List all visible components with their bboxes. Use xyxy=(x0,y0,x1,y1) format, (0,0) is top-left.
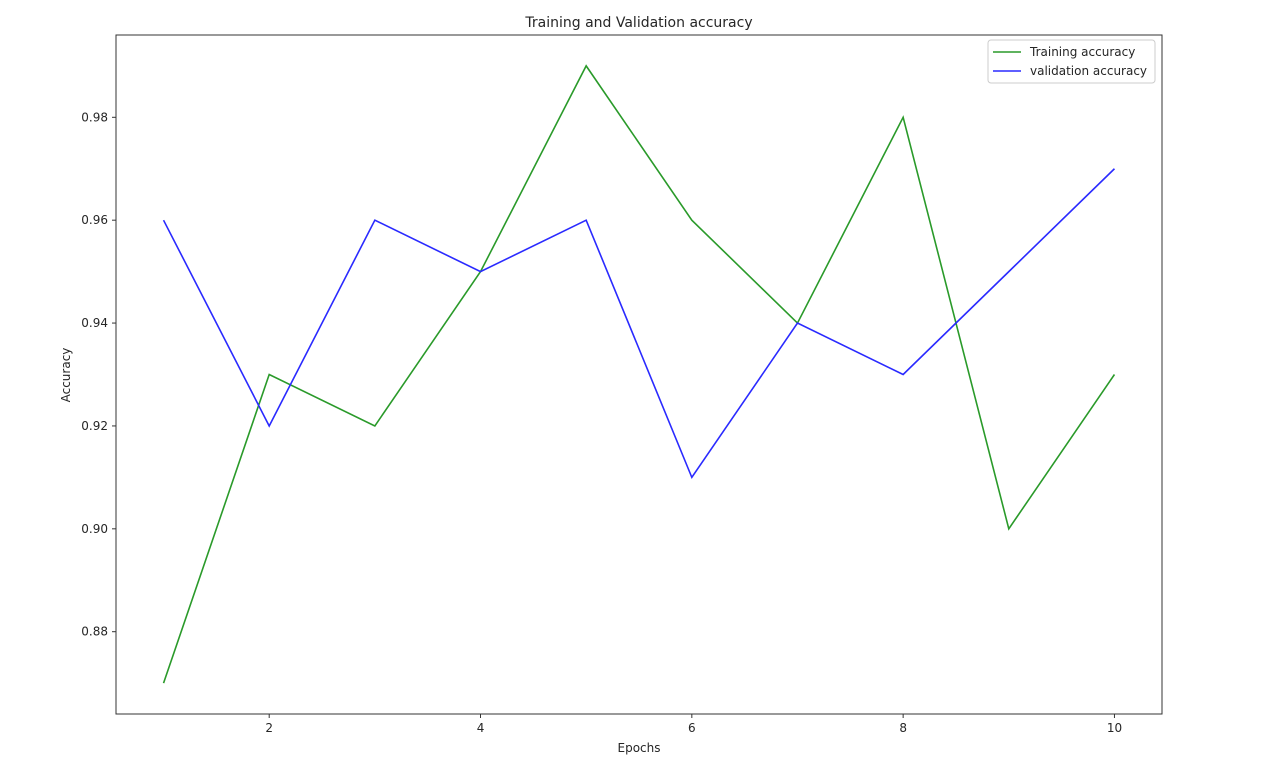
legend-box xyxy=(987,39,1156,84)
chart-title: Training and Validation accuracy xyxy=(524,15,752,31)
y-tick-label: 0.92 xyxy=(81,419,108,433)
series-lines xyxy=(162,64,1116,684)
validation-accuracy-line xyxy=(162,168,1116,480)
x-tick-label: 8 xyxy=(899,721,907,735)
y-tick-label: 0.96 xyxy=(81,213,108,227)
x-axis-label: Epochs xyxy=(618,741,661,755)
x-tick-label: 6 xyxy=(688,721,696,735)
legend-label-validation: validation accuracy xyxy=(1030,64,1147,78)
y-axis-ticks: 0.88 0.90 0.92 0.94 0.96 0.98 xyxy=(81,110,116,639)
y-tick-label: 0.98 xyxy=(81,110,108,124)
y-tick-label: 0.90 xyxy=(81,522,108,536)
legend: Training accuracy validation accuracy xyxy=(987,39,1156,84)
x-tick-label: 2 xyxy=(265,721,273,735)
plot-frame xyxy=(115,34,1163,715)
x-axis-ticks: 2 4 6 8 10 xyxy=(265,714,1122,735)
y-tick-label: 0.88 xyxy=(81,625,108,639)
x-tick-label: 10 xyxy=(1107,721,1122,735)
training-accuracy-line xyxy=(162,64,1116,684)
legend-label-training: Training accuracy xyxy=(1029,45,1135,59)
y-tick-label: 0.94 xyxy=(81,316,108,330)
y-axis-label: Accuracy xyxy=(59,348,73,403)
x-tick-label: 4 xyxy=(477,721,485,735)
